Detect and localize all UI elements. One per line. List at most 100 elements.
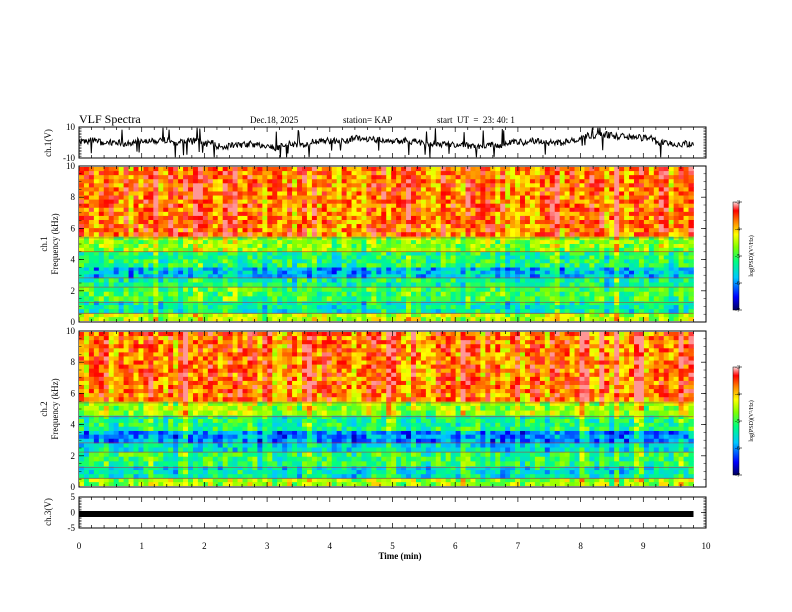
spectrogram-cell (648, 219, 655, 225)
spectrogram-cell (609, 263, 615, 268)
spectrogram-cell (584, 300, 590, 306)
spectrogram-cell (579, 313, 585, 318)
spectrogram-cell (411, 244, 417, 249)
spectrogram-cell (123, 232, 129, 237)
spectrogram-cell (257, 300, 263, 306)
spectrogram-cell (336, 274, 343, 279)
spectrogram-cell (192, 219, 199, 225)
spectrogram-cell (98, 259, 105, 264)
spectrogram-cell (173, 482, 179, 486)
spectrogram-cell (212, 482, 219, 486)
spectrogram-cell (336, 309, 343, 314)
spectrogram-cell (277, 175, 283, 180)
spectrogram-cell (282, 274, 288, 279)
spectrogram-cell (470, 240, 476, 245)
spectrogram-cell (371, 240, 377, 245)
spectrogram-cell (153, 274, 159, 279)
spectrogram-cell (143, 179, 149, 184)
spectrogram-cell (485, 478, 491, 483)
spectrogram-cell (351, 291, 357, 297)
spectrogram-cell (282, 219, 288, 225)
spectrogram-cell (93, 228, 100, 233)
spectrogram-cell (267, 240, 273, 245)
spectrogram-cell (88, 305, 95, 310)
spectrogram-cell (227, 236, 234, 241)
spectrogram-cell (406, 259, 412, 264)
spectrogram-cell (361, 167, 367, 172)
spectrogram-cell (301, 259, 308, 264)
spectrogram-cell (316, 263, 323, 268)
spectrogram-cell (351, 282, 357, 288)
spectrogram-cell (168, 203, 174, 209)
spectrogram-cell (163, 291, 169, 297)
spectrogram-cell (108, 263, 115, 268)
spectrogram-cell (168, 465, 174, 471)
spectrogram-cell (188, 259, 194, 264)
spectrogram-cell (500, 482, 506, 486)
spectrogram-cell (331, 277, 338, 283)
spectrogram-cell (386, 478, 392, 483)
spectrogram-cell (118, 291, 124, 297)
spectrogram-cell (460, 211, 466, 217)
spectrogram-cell (673, 183, 679, 188)
spectrogram-cell (485, 300, 491, 306)
spectrogram-cell (406, 247, 412, 253)
spectrogram-cell (371, 175, 377, 180)
spectrogram-cell (440, 199, 447, 205)
spectrogram-cell (232, 240, 238, 245)
spectrogram-cell (138, 240, 144, 245)
spectrogram-cell (391, 203, 397, 209)
spectrogram-cell (143, 482, 149, 486)
spectrogram-cell (371, 215, 377, 221)
spectrogram-cell (262, 171, 268, 176)
spectrogram-cell (584, 291, 590, 297)
spectrogram-cell (515, 236, 521, 241)
spectrogram-cell (123, 207, 129, 213)
spectrogram-cell (629, 219, 635, 225)
spectrogram-cell (376, 240, 382, 245)
spectrogram-cell (515, 309, 521, 314)
spectrogram-cell (173, 255, 179, 260)
spectrogram-cell (381, 219, 387, 225)
spectrogram-cell (222, 482, 229, 486)
spectrogram-cell (143, 282, 149, 288)
spectrogram-cell (133, 236, 139, 241)
spectrogram-cell (262, 224, 268, 229)
spectrogram-cell (192, 199, 199, 205)
spectrogram-cell (435, 171, 442, 176)
spectrogram-cell (435, 478, 442, 483)
spectrogram-cell (351, 255, 357, 260)
spectrogram-cell (515, 175, 521, 180)
spectrogram-cell (678, 236, 684, 241)
spectrogram-cell (683, 175, 689, 180)
spectrogram-cell (173, 199, 179, 205)
spectrogram-cell (579, 259, 585, 264)
spectrogram-cell (638, 259, 645, 264)
spectrogram-cell (440, 240, 447, 245)
spectrogram-cell (594, 175, 600, 180)
spectrogram-cell (663, 167, 670, 172)
spectrogram-cell (202, 211, 209, 217)
spectrogram-cell (490, 478, 496, 483)
spectrogram-cell (128, 317, 134, 321)
spectrogram-cell (485, 247, 491, 253)
spectrogram-cell (470, 274, 476, 279)
spectrogram-cell (391, 179, 397, 184)
spectrogram-cell (564, 263, 570, 268)
spectrogram-cell (272, 287, 278, 293)
spectrogram-cell (510, 482, 516, 486)
spectrogram-cell (212, 267, 219, 272)
spectrogram-cell (658, 282, 665, 288)
spectrogram-cell (108, 300, 115, 306)
spectrogram-cell (500, 313, 506, 318)
spectrogram-cell (207, 251, 214, 256)
spectrogram-cell (658, 259, 665, 264)
spectrogram-cell (297, 274, 303, 279)
spectrogram-cell (544, 171, 551, 176)
spectrogram-cell (435, 211, 442, 217)
spectrogram-cell (143, 244, 149, 249)
spectrogram-cell (148, 183, 154, 188)
spectrogram-cell (490, 236, 496, 241)
spectrogram-cell (336, 167, 343, 172)
spectrogram-cell (123, 183, 129, 188)
